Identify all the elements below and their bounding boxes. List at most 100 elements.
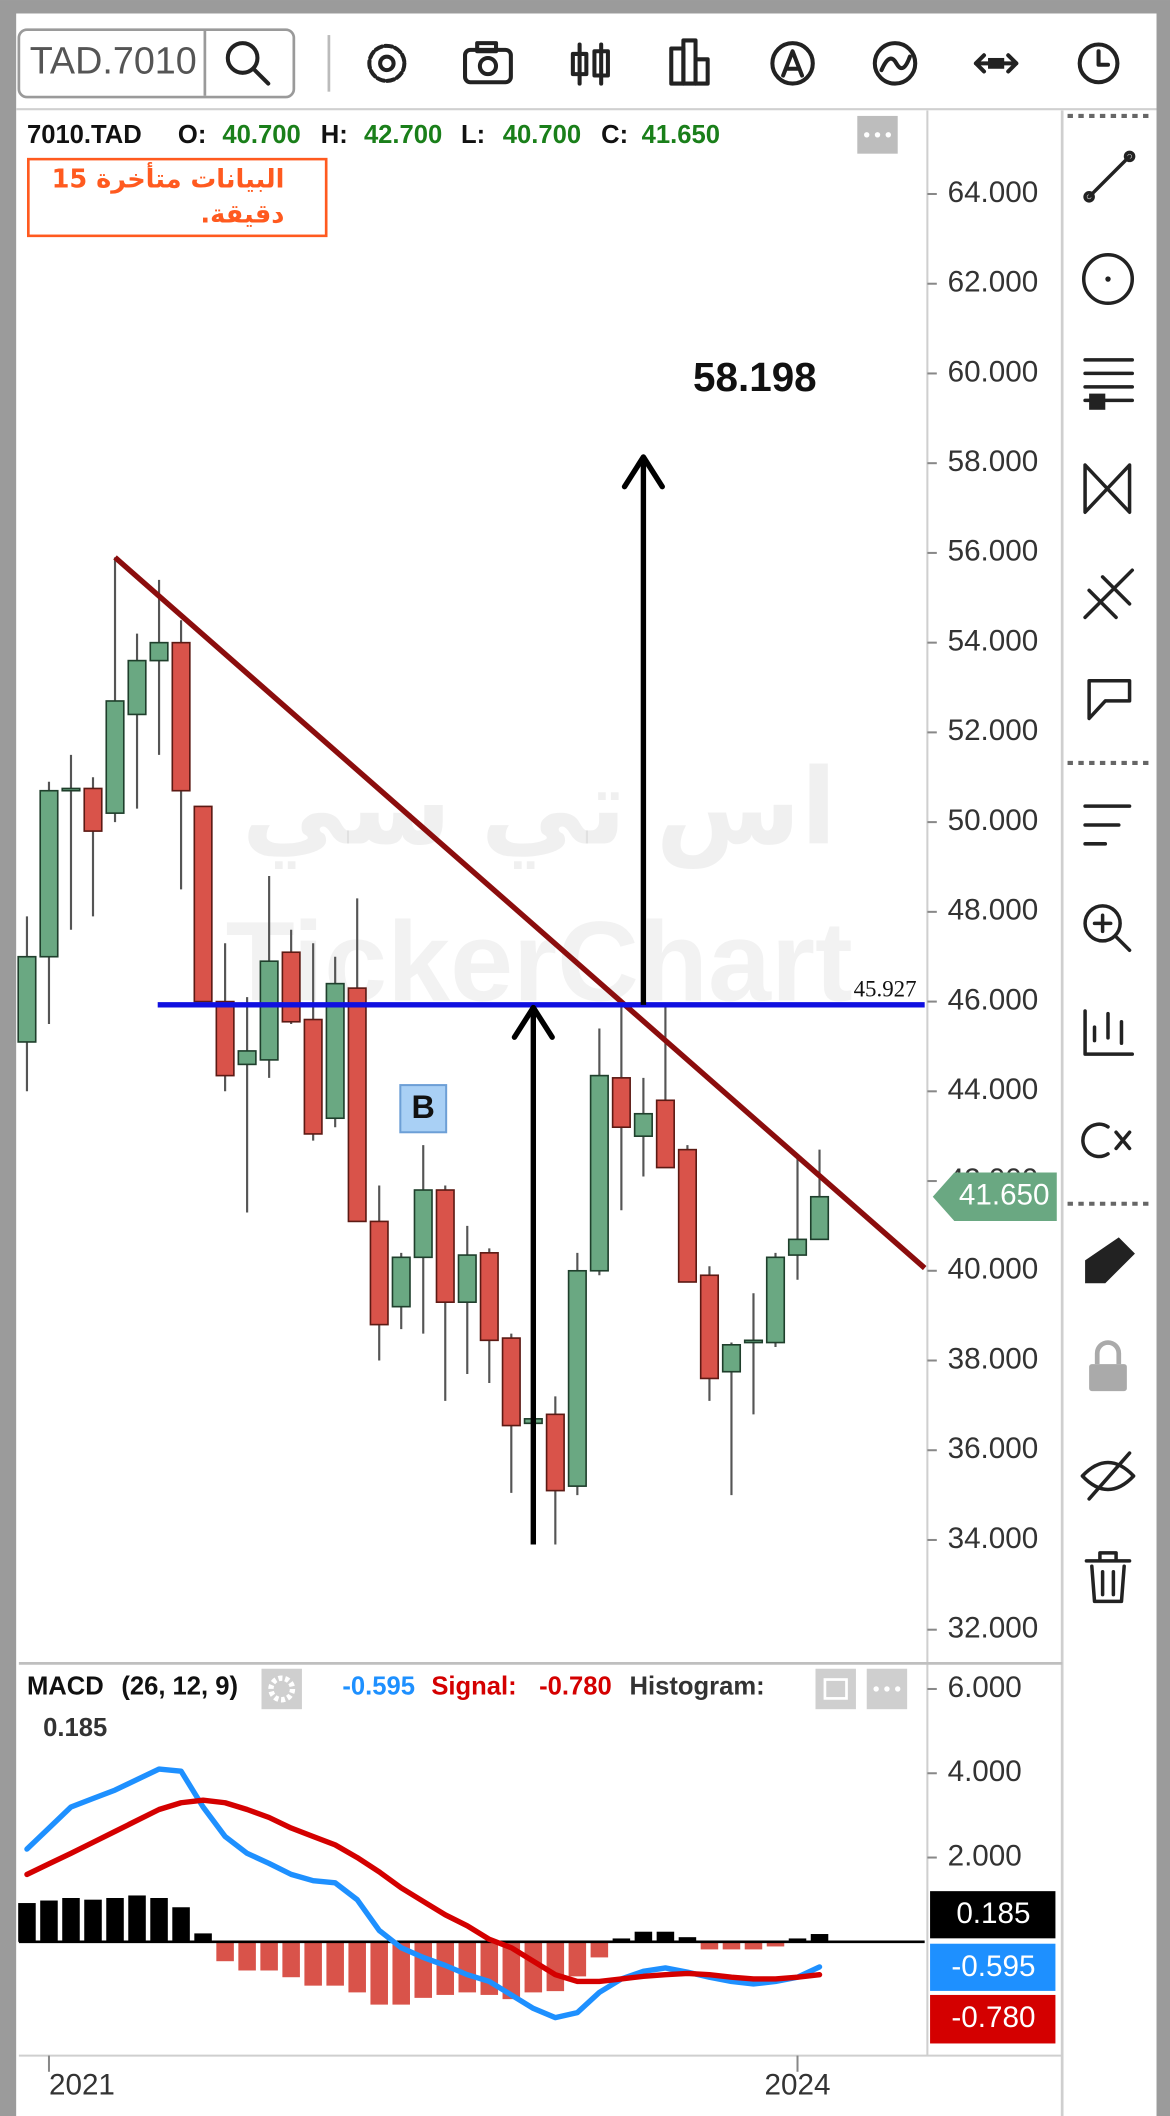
pattern-tool[interactable] — [1083, 463, 1132, 514]
pitchfork-tool[interactable] — [1083, 568, 1135, 620]
circle-tool[interactable] — [1081, 253, 1135, 306]
lock-tool[interactable] — [1089, 1340, 1127, 1392]
histogram-bar — [700, 1941, 719, 1950]
macd-panel: 2.000 4.000 6.000 — [18, 1671, 1022, 2021]
y-tick-label: 58.000 — [948, 445, 1039, 478]
y-tick-label: 46.000 — [948, 983, 1039, 1016]
macd-menu-button[interactable] — [866, 1668, 908, 1710]
draw-mode-tool[interactable] — [1085, 1237, 1135, 1284]
histogram-value: 0.185 — [43, 1714, 107, 1742]
chart-type-button[interactable] — [570, 42, 610, 86]
signal-marker-label: B — [412, 1089, 435, 1125]
horizontal-line-label: 45.927 — [854, 977, 917, 1002]
fibonacci-tool[interactable] — [1083, 358, 1135, 410]
callout-tool[interactable] — [1087, 678, 1132, 721]
histogram-bar — [348, 1941, 366, 1993]
y-tick-label: 50.000 — [948, 804, 1039, 837]
last-price-tag — [932, 1172, 1057, 1222]
y-tick-label: 36.000 — [948, 1432, 1039, 1465]
histogram-bar — [40, 1900, 58, 1942]
header-value: 40.700 — [503, 121, 581, 149]
histogram-bar — [392, 1941, 410, 2005]
histogram-bar — [590, 1941, 609, 1958]
drawing-sidebar — [1067, 113, 1152, 1604]
symbol-input-box[interactable] — [17, 28, 296, 99]
y-tick-label: 56.000 — [948, 535, 1039, 568]
screenshot-button[interactable] — [463, 41, 513, 85]
histogram-bar — [18, 1903, 36, 1942]
hide-tool[interactable] — [1080, 1451, 1136, 1501]
candle-body — [413, 1189, 433, 1259]
macd-params: (26, 12, 9) — [121, 1672, 238, 1700]
candle-body — [787, 1238, 808, 1256]
symbol-input[interactable]: TAD.7010 — [30, 39, 197, 81]
compare-button[interactable] — [973, 53, 1019, 74]
last-price-label: 41.650 — [959, 1179, 1050, 1212]
clear-cursor-tool[interactable] — [1081, 1122, 1132, 1159]
breakout-arrow-head — [511, 1004, 555, 1040]
candle-body — [127, 659, 147, 716]
zoom-tool[interactable] — [1083, 904, 1132, 953]
histogram-bar — [370, 1941, 388, 2005]
time-button[interactable] — [1077, 42, 1120, 85]
candle-body — [501, 1337, 521, 1427]
macd-maximize-button[interactable] — [815, 1668, 856, 1710]
y-tick-label: 44.000 — [948, 1073, 1039, 1106]
histogram-bar — [326, 1941, 344, 1986]
candle-body — [435, 1189, 455, 1303]
histogram-bar — [656, 1931, 675, 1942]
candle-body — [743, 1339, 764, 1344]
histogram-bar — [524, 1941, 543, 1993]
histogram-bar — [722, 1941, 741, 1950]
candle-body — [17, 955, 37, 1043]
y-tick-label: 6.000 — [948, 1671, 1022, 1704]
canvas — [16, 13, 1157, 2116]
candle-body — [105, 700, 125, 814]
candle-body — [83, 787, 103, 832]
drawings-list-tool[interactable] — [1083, 804, 1132, 846]
histogram-bar — [282, 1941, 300, 1978]
histogram-bar — [766, 1941, 785, 1947]
candle-body — [303, 1018, 323, 1135]
delete-tool[interactable] — [1084, 1551, 1132, 1604]
trendline-tool[interactable] — [1083, 150, 1136, 203]
trend-button[interactable] — [872, 41, 918, 86]
candle-body — [171, 641, 191, 792]
measure-tool[interactable] — [1083, 1009, 1135, 1056]
header-value: 42.700 — [364, 121, 442, 149]
histogram-bar — [238, 1941, 256, 1971]
header-key: C: — [601, 121, 628, 149]
candle-body — [325, 982, 345, 1120]
candle-body — [149, 641, 169, 662]
histogram-bar — [436, 1941, 455, 1995]
settings-button[interactable] — [367, 43, 407, 83]
candle-body — [655, 1099, 675, 1169]
auto-button[interactable] — [770, 41, 815, 86]
y-tick-label: 54.000 — [948, 624, 1039, 657]
price-panel-menu[interactable] — [857, 115, 898, 154]
macd-settings-button[interactable] — [261, 1668, 302, 1710]
macd-value: -0.595 — [342, 1672, 415, 1700]
indicators-button[interactable] — [669, 38, 710, 86]
histogram-bar — [546, 1941, 565, 1992]
macd-tag-label: -0.595 — [951, 1950, 1035, 1983]
histogram-bar — [568, 1941, 587, 1977]
price-panel: 32.00034.00036.00038.00040.00042.00044.0… — [17, 176, 1057, 2101]
y-tick-label: 48.000 — [948, 894, 1039, 927]
macd-axis-tags: 0.185 -0.595 -0.780 — [930, 1891, 1056, 2044]
search-button[interactable] — [225, 41, 271, 86]
candle-body — [567, 1269, 587, 1487]
y-tick-label: 34.000 — [948, 1522, 1039, 1555]
histogram-bar — [62, 1897, 80, 1942]
histogram-bar — [414, 1941, 433, 1998]
histogram-bar — [128, 1895, 146, 1942]
histogram-bar — [194, 1933, 212, 1942]
candle-body — [545, 1413, 565, 1492]
target-arrow-head — [621, 454, 665, 490]
y-tick-label: 64.000 — [948, 176, 1039, 209]
candle-body — [215, 1000, 235, 1077]
header-symbol: 7010.TAD — [27, 121, 142, 149]
y-tick-label: 60.000 — [948, 355, 1039, 388]
